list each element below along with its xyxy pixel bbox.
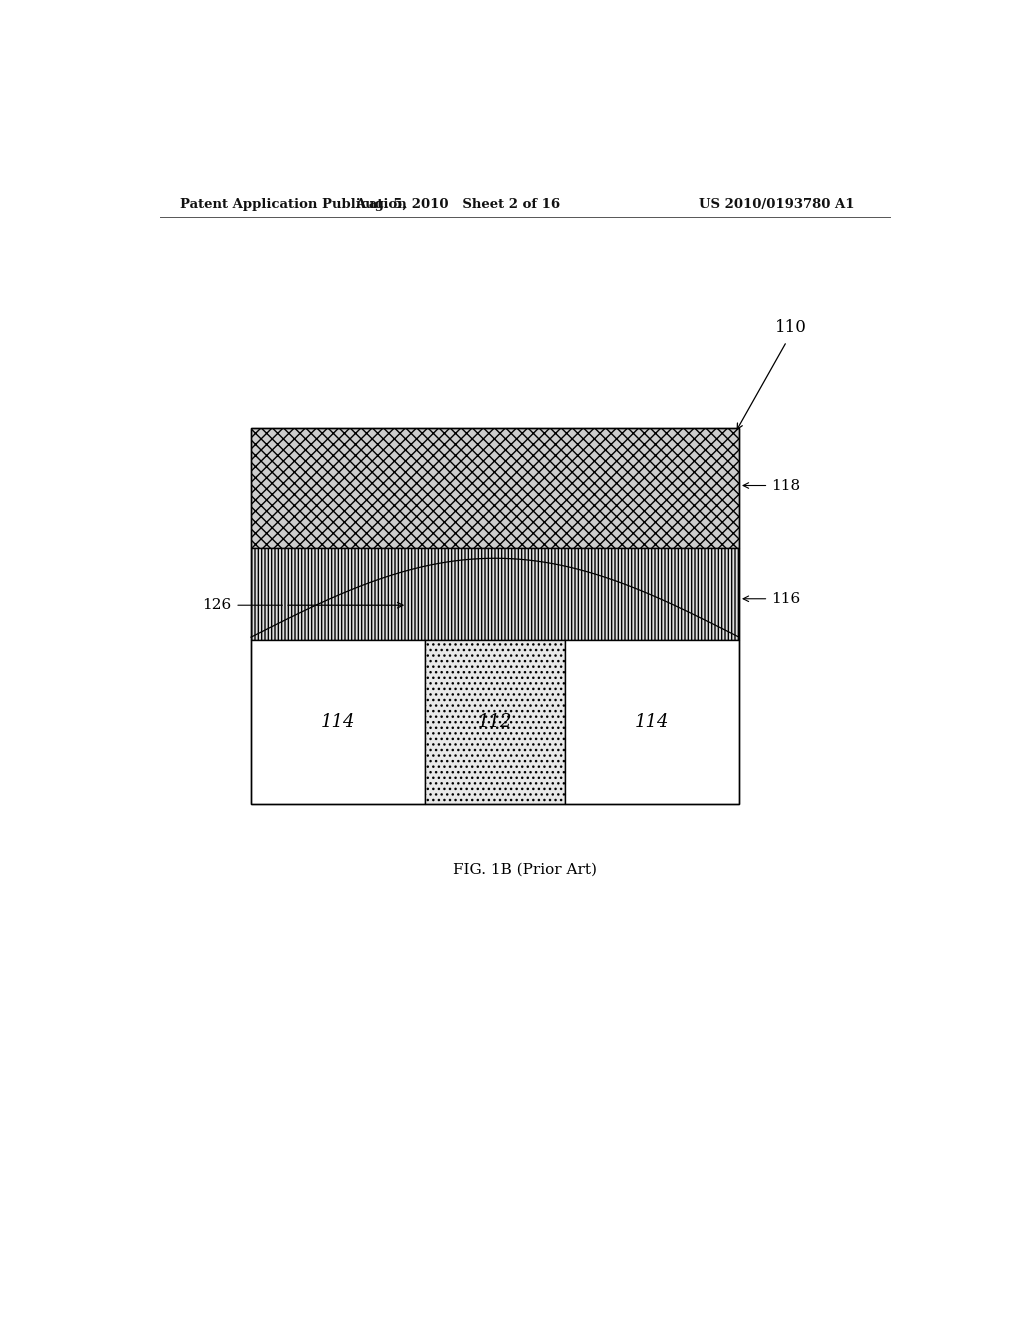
- Text: 114: 114: [321, 713, 355, 731]
- Text: Patent Application Publication: Patent Application Publication: [179, 198, 407, 211]
- Text: Aug. 5, 2010   Sheet 2 of 16: Aug. 5, 2010 Sheet 2 of 16: [354, 198, 560, 211]
- Text: 112: 112: [478, 713, 512, 731]
- Text: 118: 118: [771, 479, 800, 492]
- Text: 110: 110: [775, 319, 807, 337]
- Bar: [251, 428, 739, 804]
- Text: US 2010/0193780 A1: US 2010/0193780 A1: [699, 198, 855, 211]
- Bar: [251, 548, 739, 640]
- Bar: [251, 640, 426, 804]
- Bar: [426, 640, 564, 804]
- Text: 126: 126: [202, 598, 231, 612]
- Text: 116: 116: [771, 591, 800, 606]
- Text: 114: 114: [635, 713, 669, 731]
- Text: FIG. 1B (Prior Art): FIG. 1B (Prior Art): [453, 863, 597, 876]
- Bar: [251, 428, 739, 548]
- Bar: [564, 640, 739, 804]
